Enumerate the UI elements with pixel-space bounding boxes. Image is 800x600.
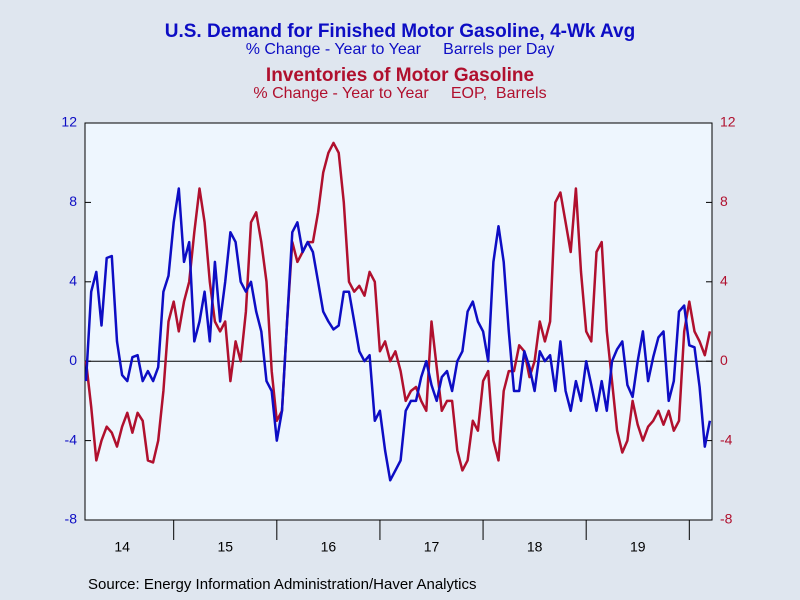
y2-tick-label: 12 bbox=[720, 114, 736, 130]
chart-subtitle-2: % Change - Year to Year EOP, Barrels bbox=[253, 85, 546, 102]
chart-title-2: Inventories of Motor Gasoline bbox=[266, 65, 534, 86]
y-tick-label: -4 bbox=[65, 431, 78, 447]
y-tick-label: 4 bbox=[69, 273, 77, 289]
x-tick-label: 18 bbox=[527, 539, 543, 555]
plot-area bbox=[84, 122, 713, 521]
x-tick-label: 14 bbox=[114, 539, 130, 555]
x-tick-label: 19 bbox=[630, 539, 646, 555]
chart-title: U.S. Demand for Finished Motor Gasoline,… bbox=[165, 21, 635, 42]
y2-tick-label: 8 bbox=[720, 193, 728, 209]
chart-subtitle: % Change - Year to Year Barrels per Day bbox=[246, 41, 555, 58]
y-tick-label: 8 bbox=[69, 193, 77, 209]
series-line bbox=[84, 187, 712, 482]
y2-tick-label: -4 bbox=[720, 431, 733, 447]
y2-tick-label: 4 bbox=[720, 273, 728, 289]
x-tick-label: 16 bbox=[321, 539, 337, 555]
x-tick-label: 15 bbox=[217, 539, 233, 555]
x-tick-label: 17 bbox=[424, 539, 440, 555]
y-tick-label: -8 bbox=[65, 511, 78, 527]
y-tick-label: 12 bbox=[61, 114, 77, 130]
y2-tick-label: -8 bbox=[720, 511, 733, 527]
y-tick-label: 0 bbox=[69, 352, 77, 368]
y2-tick-label: 0 bbox=[720, 352, 728, 368]
source-note: Source: Energy Information Administratio… bbox=[88, 576, 477, 593]
